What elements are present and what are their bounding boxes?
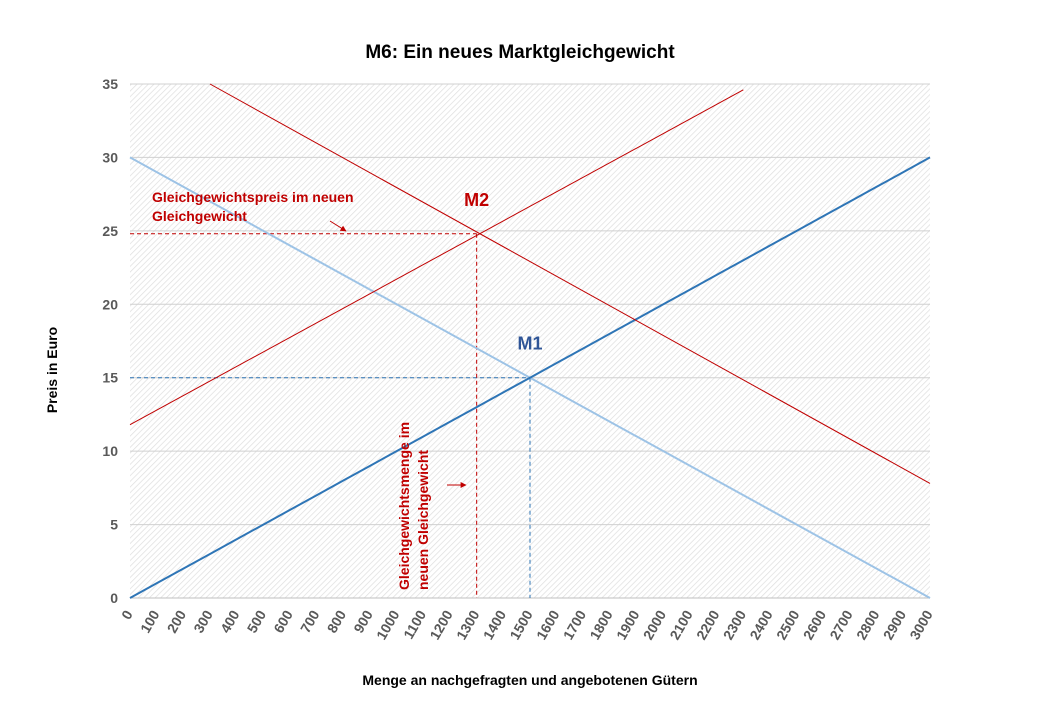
x-tick-label: 2900 xyxy=(880,607,910,642)
y-tick-label: 20 xyxy=(102,296,118,312)
x-tick-label: 3000 xyxy=(906,607,936,642)
y-tick-label: 15 xyxy=(102,370,118,386)
x-tick-label: 400 xyxy=(217,607,243,635)
x-tick-label: 2200 xyxy=(693,607,723,642)
x-tick-label: 0 xyxy=(118,607,136,622)
y-tick-label: 5 xyxy=(110,517,118,533)
x-tick-label: 1200 xyxy=(426,607,456,642)
x-tick-label: 2700 xyxy=(826,607,856,642)
y-tick-label: 0 xyxy=(110,590,118,606)
y-tick-label: 35 xyxy=(102,76,118,92)
x-tick-label: 2400 xyxy=(746,607,776,642)
equilibrium-label-m2: M2 xyxy=(464,190,489,210)
series-lines xyxy=(129,83,931,599)
x-tick-label: 2500 xyxy=(773,607,803,642)
x-axis-title: Menge an nachgefragten und angebotenen G… xyxy=(362,672,698,688)
x-tick-label: 2100 xyxy=(666,607,696,642)
x-tick-label: 1300 xyxy=(453,607,483,642)
series-line-3 xyxy=(209,83,931,484)
x-tick-label: 1700 xyxy=(560,607,590,642)
x-tick-label: 2300 xyxy=(720,607,750,642)
x-tick-label: 1900 xyxy=(613,607,643,642)
quantity-annotation-line-2: neuen Gleichgewicht xyxy=(415,450,431,590)
x-tick-label: 100 xyxy=(137,607,163,635)
x-tick-label: 600 xyxy=(270,607,296,635)
series-line-2 xyxy=(129,156,931,599)
x-tick-label: 1000 xyxy=(373,607,403,642)
price-annotation-line-2: Gleichgewicht xyxy=(152,208,247,224)
x-tick-label: 1400 xyxy=(480,607,510,642)
equilibrium-label-m1: M1 xyxy=(517,334,542,354)
x-tick-label: 700 xyxy=(297,607,323,635)
y-tick-label: 30 xyxy=(102,149,118,165)
x-tick-label: 900 xyxy=(350,607,376,635)
x-tick-label: 2000 xyxy=(640,607,670,642)
guide-lines xyxy=(130,233,531,598)
point-labels: M1 M2 xyxy=(464,190,542,354)
x-tick-label: 1800 xyxy=(586,607,616,642)
x-tick-label: 500 xyxy=(244,607,270,635)
x-tick-label: 2600 xyxy=(800,607,830,642)
x-tick-label: 1600 xyxy=(533,607,563,642)
x-tick-label: 200 xyxy=(164,607,190,635)
price-annotation-line-1: Gleichgewichtspreis im neuen xyxy=(152,189,354,205)
x-tick-label: 1500 xyxy=(506,607,536,642)
x-tick-label: 2800 xyxy=(853,607,883,642)
y-tick-label: 25 xyxy=(102,223,118,239)
chart-title: M6: Ein neues Marktgleichgewicht xyxy=(365,42,675,63)
price-annotation-arrow xyxy=(329,220,347,232)
y-tick-label: 10 xyxy=(102,443,118,459)
quantity-annotation-line-1: Gleichgewichtsmenge im xyxy=(396,422,412,590)
x-tick-label: 800 xyxy=(324,607,350,635)
series-line-4 xyxy=(129,89,744,426)
x-tick-label: 300 xyxy=(190,607,216,635)
x-tick-label: 1100 xyxy=(400,607,429,641)
